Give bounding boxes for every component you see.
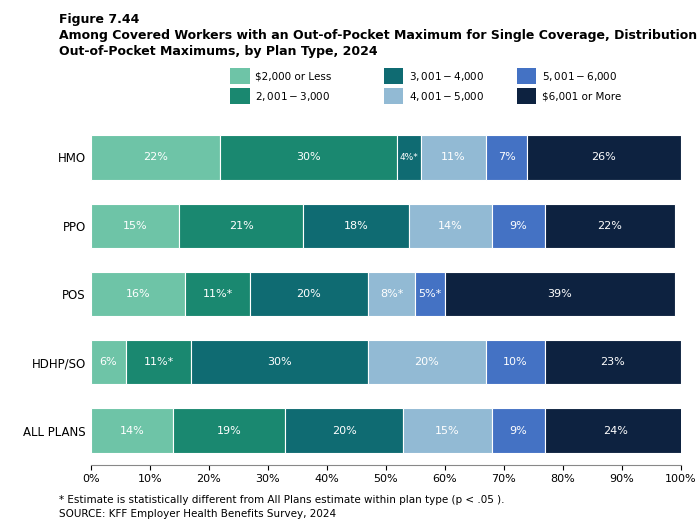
Text: 9%: 9%: [510, 220, 527, 231]
Text: $3,001 - $4,000: $3,001 - $4,000: [409, 70, 484, 82]
Text: $2,001 - $3,000: $2,001 - $3,000: [255, 90, 331, 102]
Bar: [179, 204, 303, 248]
Text: Out-of-Pocket Maximums, by Plan Type, 2024: Out-of-Pocket Maximums, by Plan Type, 20…: [59, 45, 378, 58]
Bar: [91, 204, 179, 248]
Bar: [545, 204, 675, 248]
Text: 16%: 16%: [126, 289, 150, 299]
Text: 11%*: 11%*: [144, 357, 174, 367]
Text: 20%: 20%: [297, 289, 321, 299]
Text: 9%: 9%: [510, 425, 527, 436]
Text: 23%: 23%: [600, 357, 625, 367]
Text: 22%: 22%: [597, 220, 622, 231]
Text: 14%: 14%: [119, 425, 144, 436]
Text: Figure 7.44: Figure 7.44: [59, 13, 140, 26]
Bar: [415, 272, 445, 316]
Bar: [368, 272, 415, 316]
Text: 24%: 24%: [603, 425, 628, 436]
Bar: [397, 135, 421, 180]
Text: 4%*: 4%*: [400, 153, 419, 162]
Bar: [527, 135, 681, 180]
Text: 22%: 22%: [143, 152, 168, 163]
Text: 11%: 11%: [441, 152, 466, 163]
Bar: [91, 272, 185, 316]
Text: 14%: 14%: [438, 220, 463, 231]
Text: 20%: 20%: [415, 357, 439, 367]
Text: 10%: 10%: [503, 357, 528, 367]
Bar: [486, 135, 527, 180]
Bar: [409, 204, 492, 248]
Bar: [185, 272, 250, 316]
Text: 8%*: 8%*: [380, 289, 403, 299]
Bar: [545, 340, 681, 384]
Bar: [492, 204, 545, 248]
Bar: [303, 204, 409, 248]
Bar: [368, 340, 486, 384]
Text: 20%: 20%: [332, 425, 357, 436]
Text: * Estimate is statistically different from All Plans estimate within plan type (: * Estimate is statistically different fr…: [59, 495, 505, 505]
Text: $4,001 - $5,000: $4,001 - $5,000: [409, 90, 484, 102]
Bar: [91, 135, 221, 180]
Text: 39%: 39%: [547, 289, 572, 299]
Bar: [545, 408, 686, 453]
Bar: [492, 408, 545, 453]
Text: 19%: 19%: [217, 425, 242, 436]
Text: 18%: 18%: [344, 220, 369, 231]
Bar: [250, 272, 368, 316]
Bar: [126, 340, 191, 384]
Bar: [486, 340, 545, 384]
Bar: [173, 408, 285, 453]
Text: $5,001- $6,000: $5,001- $6,000: [542, 70, 617, 82]
Text: 6%: 6%: [100, 357, 117, 367]
Text: 11%*: 11%*: [202, 289, 232, 299]
Text: 15%: 15%: [123, 220, 147, 231]
Text: Among Covered Workers with an Out-of-Pocket Maximum for Single Coverage, Distrib: Among Covered Workers with an Out-of-Poc…: [59, 29, 698, 42]
Text: 30%: 30%: [267, 357, 292, 367]
Text: 15%: 15%: [436, 425, 460, 436]
Bar: [403, 408, 492, 453]
Bar: [91, 408, 173, 453]
Bar: [191, 340, 368, 384]
Bar: [285, 408, 403, 453]
Text: 7%: 7%: [498, 152, 515, 163]
Bar: [91, 340, 126, 384]
Bar: [221, 135, 397, 180]
Text: $6,001 or More: $6,001 or More: [542, 91, 621, 101]
Text: $2,000 or Less: $2,000 or Less: [255, 71, 332, 81]
Bar: [421, 135, 486, 180]
Text: 30%: 30%: [297, 152, 321, 163]
Text: 21%: 21%: [229, 220, 253, 231]
Bar: [445, 272, 675, 316]
Text: SOURCE: KFF Employer Health Benefits Survey, 2024: SOURCE: KFF Employer Health Benefits Sur…: [59, 509, 336, 519]
Text: 26%: 26%: [591, 152, 616, 163]
Text: 5%*: 5%*: [418, 289, 442, 299]
